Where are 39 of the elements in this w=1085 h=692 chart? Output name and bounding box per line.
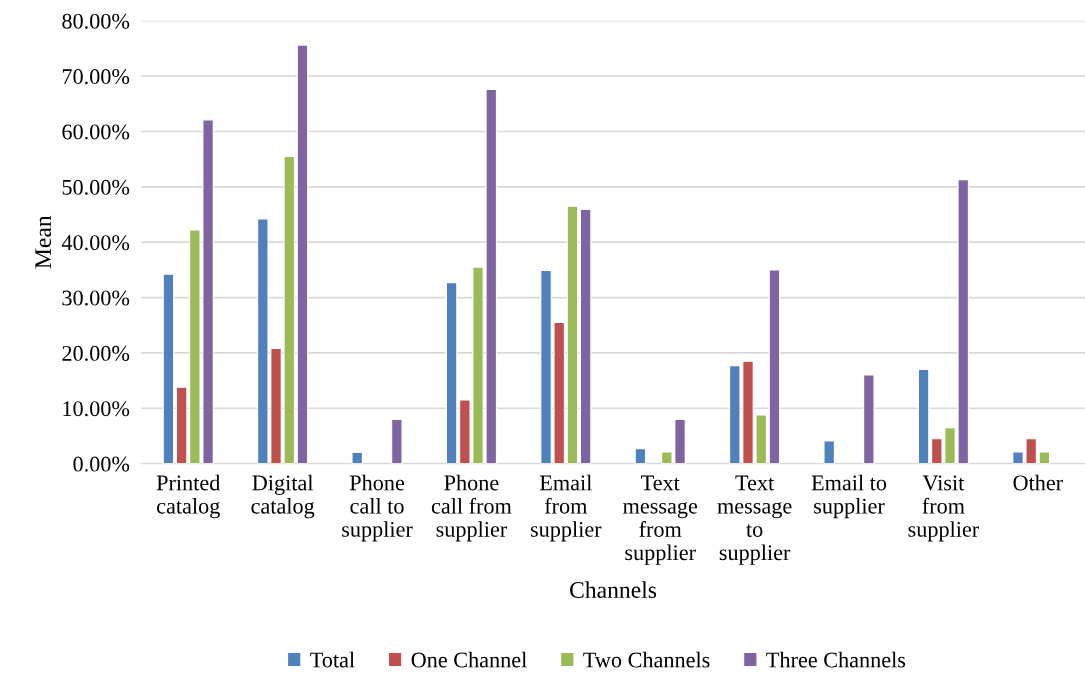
y-tick-label: 20.00% bbox=[62, 345, 130, 361]
bar bbox=[175, 386, 188, 464]
x-tick-label: Phone call to supplier bbox=[342, 474, 413, 542]
bar bbox=[1038, 451, 1051, 464]
y-tick-label: 70.00% bbox=[62, 69, 130, 85]
bar bbox=[917, 368, 930, 464]
legend-label: Two Channels bbox=[583, 651, 710, 668]
legend-label: Total bbox=[310, 651, 355, 668]
legend-label: Three Channels bbox=[766, 651, 906, 668]
x-tick-label: Email from supplier bbox=[530, 474, 602, 542]
y-tick-label: 60.00% bbox=[62, 124, 130, 140]
bar bbox=[351, 452, 363, 464]
bar bbox=[823, 440, 835, 464]
y-tick-label: 30.00% bbox=[62, 290, 130, 306]
bar bbox=[445, 282, 458, 464]
x-tick-label: Digital catalog bbox=[251, 474, 315, 519]
y-tick-label: 50.00% bbox=[62, 179, 130, 195]
legend-label: One Channel bbox=[411, 651, 527, 668]
x-tick-label: Phone call from supplier bbox=[431, 474, 512, 542]
x-tick-label: Visit from supplier bbox=[908, 475, 980, 542]
y-tick-label: 40.00% bbox=[61, 235, 130, 251]
bar bbox=[296, 44, 309, 464]
bar bbox=[566, 205, 579, 464]
x-tick-label: Printed catalog bbox=[156, 474, 221, 519]
bar bbox=[768, 269, 781, 464]
x-tick-label: Text message from supplier bbox=[623, 475, 698, 565]
bar bbox=[863, 374, 875, 464]
bar bbox=[634, 448, 647, 464]
x-tick-label: Email to supplier bbox=[811, 474, 887, 519]
y-axis-title: Mean bbox=[35, 215, 52, 269]
x-axis-title: Channels bbox=[570, 581, 657, 598]
x-tick-label: Other bbox=[1013, 474, 1063, 491]
bar bbox=[391, 418, 403, 464]
x-tick-label: Text message to supplier bbox=[717, 475, 792, 565]
y-tick-label: 0.00% bbox=[73, 456, 130, 472]
bar bbox=[579, 208, 592, 464]
y-tick-label: 80.00% bbox=[62, 13, 130, 29]
bar bbox=[162, 273, 175, 464]
y-tick-label: 10.00% bbox=[63, 401, 130, 417]
